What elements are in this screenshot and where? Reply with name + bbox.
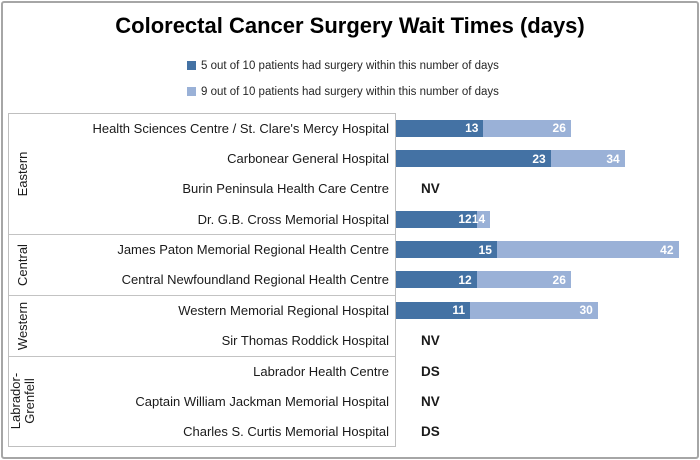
p90-segment: 42 <box>496 241 679 259</box>
median-value-label: 15 <box>478 242 492 257</box>
group-divider <box>8 355 396 357</box>
p90-value-label: 30 <box>579 303 593 318</box>
hospital-label: Sir Thomas Roddick Hospital <box>221 333 389 349</box>
median-value-label: 11 <box>452 303 465 318</box>
legend-swatch-icon <box>187 87 196 96</box>
legend: 5 out of 10 patients had surgery within … <box>187 58 499 110</box>
plot-cell: 12 26 <box>396 265 692 295</box>
plot-cell: 23 34 <box>396 143 692 173</box>
region-label: Central <box>14 243 30 286</box>
median-segment: 13 <box>396 119 484 137</box>
hospital-label: Health Sciences Centre / St. Clare's Mer… <box>92 120 389 136</box>
hospital-label: James Paton Memorial Regional Health Cen… <box>117 242 389 258</box>
p90-value-label: 14 <box>471 212 486 227</box>
median-value-label: 23 <box>532 151 546 166</box>
group-divider <box>8 234 396 236</box>
hospital-label: Labrador Health Centre <box>253 363 389 379</box>
plot-cell: 11 30 <box>396 295 692 325</box>
p90-value-label: 26 <box>552 121 566 136</box>
plot-cell: 12 14 <box>396 204 692 234</box>
no-data-note: NV <box>421 393 440 409</box>
median-value-label: 12 <box>458 272 472 287</box>
median-segment: 12 <box>396 271 477 289</box>
p90-segment: 30 <box>470 301 598 319</box>
legend-swatch-icon <box>187 61 196 70</box>
wait-time-bar: 11 30 <box>396 301 692 319</box>
chart-title: Colorectal Cancer Surgery Wait Times (da… <box>115 13 585 38</box>
hospital-label: Western Memorial Regional Hospital <box>178 302 389 318</box>
hospital-label: Dr. G.B. Cross Memorial Hospital <box>197 211 389 227</box>
region-cell-labrador-grenfell: Labrador- Grenfell <box>8 356 38 447</box>
no-data-note: DS <box>421 424 440 440</box>
region-cell-western: Western <box>8 295 38 356</box>
median-value-label: 12 <box>458 212 472 227</box>
plot-cell: 15 42 <box>396 234 692 264</box>
p90-value-label: 26 <box>552 272 566 287</box>
legend-item: 9 out of 10 patients had surgery within … <box>187 84 499 99</box>
no-data-note: NV <box>421 181 440 197</box>
p90-segment: 26 <box>483 119 571 137</box>
p90-value-label: 42 <box>660 242 674 257</box>
group-divider <box>8 295 396 297</box>
plot-cell: DS <box>396 417 692 447</box>
plot-cell: NV <box>396 326 692 356</box>
hospital-label: Charles S. Curtis Memorial Hospital <box>183 424 389 440</box>
region-label: Eastern <box>14 151 30 197</box>
plot-cell: DS <box>396 356 692 386</box>
plot-area: Eastern Health Sciences Centre / St. Clar… <box>8 113 692 447</box>
wait-time-bar: 12 26 <box>396 271 692 289</box>
p90-segment: 34 <box>550 150 625 168</box>
wait-time-bar: 12 14 <box>396 210 692 228</box>
hospital-label: Captain William Jackman Memorial Hospita… <box>135 393 389 409</box>
wait-time-bar: 13 26 <box>396 119 692 137</box>
hospital-label: Burin Peninsula Health Care Centre <box>182 181 389 197</box>
median-value-label: 13 <box>465 121 479 136</box>
region-label: Western <box>14 301 30 350</box>
no-data-note: NV <box>421 333 440 349</box>
plot-cell: 13 26 <box>396 113 692 143</box>
p90-segment: 14 <box>472 210 491 228</box>
no-data-note: DS <box>421 363 440 379</box>
plot-cell: NV <box>396 386 692 416</box>
median-segment: 12 <box>396 210 477 228</box>
median-segment: 11 <box>396 301 470 319</box>
median-segment: 23 <box>396 150 551 168</box>
wait-time-bar: 23 34 <box>396 150 692 168</box>
hospital-label: Central Newfoundland Regional Health Cen… <box>121 272 389 288</box>
legend-label: 5 out of 10 patients had surgery within … <box>201 59 499 72</box>
legend-label: 9 out of 10 patients had surgery within … <box>201 85 499 98</box>
p90-segment: 26 <box>476 271 571 289</box>
plot-cell: NV <box>396 174 692 204</box>
region-cell-eastern: Eastern <box>8 113 38 234</box>
p90-value-label: 34 <box>606 151 620 166</box>
hospital-label: Carbonear General Hospital <box>227 151 389 167</box>
region-cell-central: Central <box>8 234 38 295</box>
region-label: Labrador- Grenfell <box>7 373 37 430</box>
wait-time-bar: 15 42 <box>396 241 692 259</box>
median-segment: 15 <box>396 241 497 259</box>
legend-item: 5 out of 10 patients had surgery within … <box>187 58 499 73</box>
